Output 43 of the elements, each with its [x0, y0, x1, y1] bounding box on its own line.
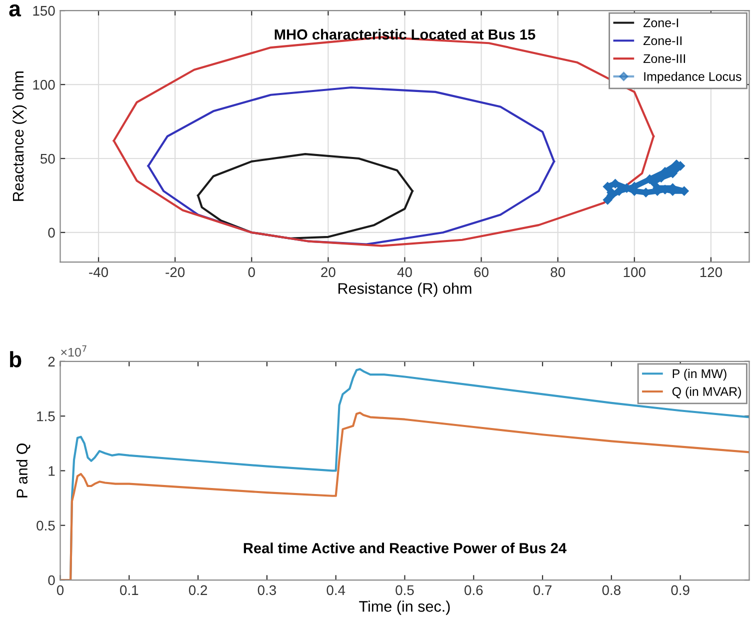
legend-label: Zone-I — [643, 18, 678, 28]
y-tick-label: 1.5 — [37, 412, 55, 422]
y-tick-label: 0 — [48, 575, 55, 586]
y-tick-label: 2 — [48, 356, 55, 366]
x-tick-label: 0.5 — [396, 585, 414, 596]
x-tick-label: -40 — [89, 267, 108, 278]
y-tick-label: 50 — [40, 154, 55, 164]
y-tick-label: 150 — [33, 6, 55, 16]
y-axis-title: P and Q — [16, 444, 30, 498]
x-tick-label: 120 — [700, 267, 722, 278]
x-tick-label: 40 — [397, 267, 412, 278]
legend-label: P (in MW) — [672, 368, 726, 381]
x-tick-label: -20 — [166, 267, 185, 278]
legend-label: Zone-III — [643, 54, 685, 64]
x-tick-label: 0.2 — [188, 585, 207, 596]
text: a — [9, 4, 22, 17]
y-axis-title: Reactance (X) ohm — [12, 72, 27, 201]
text: ×10$^{7}$ — [61, 345, 86, 357]
x-tick-label: 0.8 — [602, 585, 620, 596]
x-tick-label: 0.6 — [464, 585, 483, 596]
legend-label: Zone-II — [643, 36, 682, 46]
y-tick-label: 1 — [48, 466, 55, 476]
x-tick-label: 0.7 — [533, 585, 552, 596]
x-tick-label: 100 — [624, 267, 646, 278]
x-axis-title: Time (in sec.) — [359, 600, 450, 615]
y-tick-label: 100 — [33, 80, 55, 90]
x-tick-label: 0 — [248, 267, 255, 278]
x-tick-label: 80 — [550, 267, 566, 278]
legend-label: Q (in MVAR) — [672, 386, 741, 398]
text: MHO characteristic Located at Bus 15 — [274, 28, 536, 40]
y-tick-label: 0.5 — [36, 520, 55, 531]
x-tick-label: 60 — [474, 267, 488, 278]
text: b — [10, 351, 22, 368]
x-tick-label: 0 — [56, 585, 64, 596]
legend-label: Impedance Locus — [644, 72, 742, 84]
x-tick-label: 0.3 — [258, 585, 276, 596]
x-axis-title: Resistance (R) ohm — [338, 282, 472, 297]
x-tick-label: 20 — [321, 267, 336, 278]
y-tick-label: 0 — [48, 228, 55, 238]
x-tick-label: 0.4 — [326, 585, 346, 596]
x-tick-label: 0.1 — [120, 585, 138, 596]
text: Real time Active and Reactive Power of Bus 24 — [244, 542, 566, 554]
x-tick-label: 0.9 — [671, 585, 690, 596]
